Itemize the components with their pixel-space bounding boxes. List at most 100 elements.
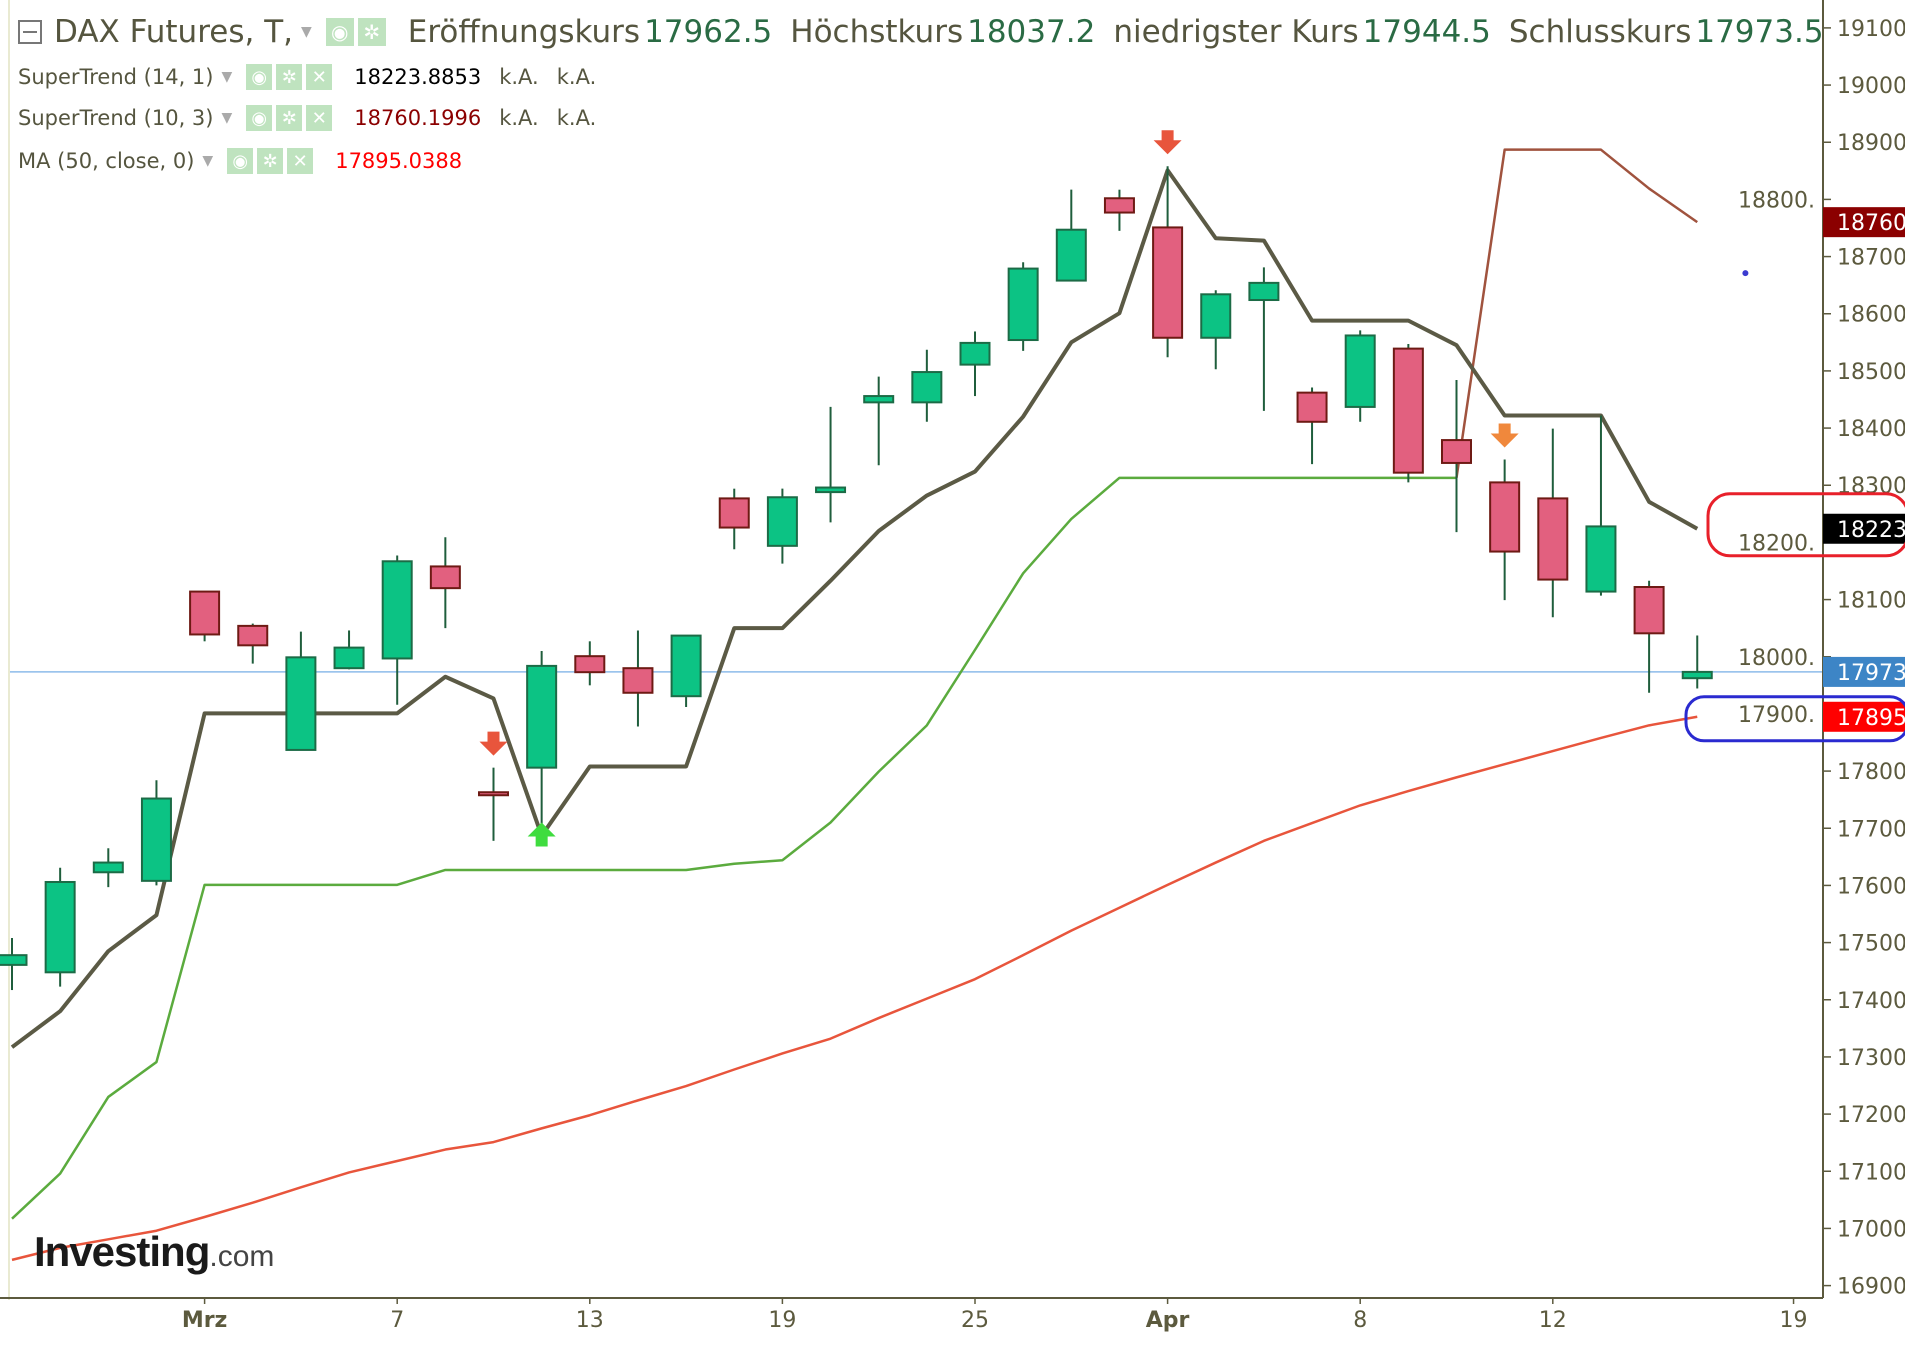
- indicator-name: SuperTrend (10, 3): [18, 106, 214, 130]
- candle: [766, 488, 798, 564]
- indicator-row-supertrend-14-1: SuperTrend (14, 1) ▼ ◉ ✲ ✕ 18223.8853 k.…: [18, 64, 596, 90]
- gear-icon[interactable]: ✲: [276, 64, 303, 90]
- eye-icon[interactable]: ◉: [325, 18, 354, 46]
- candle: [1103, 189, 1135, 231]
- eye-icon[interactable]: ◉: [227, 148, 254, 174]
- chevron-down-icon[interactable]: ▼: [202, 153, 214, 169]
- candle-body: [574, 655, 606, 674]
- candle: [911, 349, 943, 422]
- close-icon[interactable]: ✕: [306, 64, 333, 90]
- chevron-down-icon[interactable]: ▼: [301, 24, 312, 40]
- collapse-icon[interactable]: [18, 20, 42, 44]
- y-tick-label: 18500.: [1837, 360, 1905, 385]
- price-tag-label: 17895.: [1837, 706, 1905, 731]
- price-tag-label: 17973.: [1837, 661, 1905, 686]
- x-tick-label: 13: [576, 1308, 604, 1333]
- y-tick-label: 17800.: [1837, 760, 1905, 785]
- y-tick-label: 17400.: [1837, 989, 1905, 1014]
- candle-body: [1633, 586, 1665, 635]
- y-tick-label: 19100.: [1837, 17, 1905, 42]
- candle: [1007, 262, 1039, 351]
- x-tick-label: 19: [768, 1308, 796, 1333]
- x-tick-label: 12: [1539, 1308, 1567, 1333]
- candle: [44, 867, 76, 987]
- y-tick-label: 18800.: [1738, 188, 1815, 213]
- y-tick-label: 17300.: [1837, 1046, 1905, 1071]
- candle-body: [1392, 347, 1424, 474]
- candle-body: [1200, 293, 1232, 339]
- candle: [815, 406, 847, 523]
- gear-icon[interactable]: ✲: [257, 148, 284, 174]
- candle: [1344, 330, 1376, 422]
- sell-signal-arrow-icon: [1153, 130, 1182, 155]
- chart-header: DAX Futures, T, ▼ ◉ ✲ Eröffnungskurs 1796…: [18, 14, 1824, 50]
- candle: [622, 630, 654, 727]
- candle: [1200, 290, 1232, 370]
- candle: [1441, 380, 1472, 533]
- x-tick-label: 8: [1353, 1308, 1367, 1333]
- candle-body: [285, 656, 317, 751]
- candle-body: [1103, 197, 1135, 214]
- candle: [959, 331, 991, 397]
- candle-body: [92, 861, 124, 874]
- close-icon[interactable]: ✕: [306, 105, 333, 131]
- y-tick-label: 18100.: [1837, 589, 1905, 614]
- candle-body: [237, 624, 269, 647]
- logo-suffix: .com: [209, 1240, 275, 1273]
- candle: [0, 938, 28, 991]
- candle: [92, 848, 124, 888]
- gear-icon[interactable]: ✲: [357, 18, 386, 46]
- indicator-value: 17895.0388: [335, 149, 463, 173]
- instrument-title: DAX Futures, T,: [54, 14, 293, 50]
- candle-body: [1152, 226, 1184, 339]
- supertrend-14-1-line: [10, 168, 1699, 1049]
- supertrend-10-3-up-line: [11, 476, 1457, 1220]
- high-value: 18037.2: [967, 14, 1096, 50]
- candle-body: [815, 486, 847, 494]
- candle: [718, 488, 750, 550]
- candle-body: [429, 565, 461, 590]
- x-tick-label: 7: [390, 1308, 404, 1333]
- ma-50-line: [11, 715, 1698, 1262]
- candle: [526, 651, 558, 839]
- eye-icon[interactable]: ◉: [246, 105, 273, 131]
- candle: [1585, 415, 1617, 596]
- buy-signal-arrow-icon: [527, 822, 556, 847]
- candle-body: [140, 797, 172, 882]
- supertrend-10-3-down-line: [1455, 148, 1698, 478]
- eye-icon[interactable]: ◉: [246, 64, 273, 90]
- indicator-value: 18223.8853: [354, 65, 482, 89]
- price-tag-bg: [1823, 701, 1905, 732]
- candle-body: [1007, 267, 1039, 342]
- indicator-extra: k.A.: [499, 106, 539, 130]
- chevron-down-icon[interactable]: ▼: [221, 69, 233, 85]
- investing-logo: Investing.com: [34, 1228, 274, 1276]
- x-tick-label: Apr: [1146, 1308, 1190, 1333]
- price-tag-label: 18223.: [1837, 518, 1905, 543]
- price-tag: 17973.: [1823, 656, 1905, 687]
- open-label: Eröffnungskurs: [407, 14, 641, 50]
- price-tag: 17895.: [1823, 701, 1905, 732]
- candle: [1392, 344, 1424, 483]
- candle: [1055, 189, 1087, 282]
- candle-body: [44, 880, 76, 974]
- candle: [574, 641, 606, 686]
- y-tick-label: 17000.: [1837, 1217, 1905, 1242]
- gear-icon[interactable]: ✲: [276, 105, 303, 131]
- candle: [285, 631, 317, 751]
- y-tick-label: 18000.: [1738, 646, 1815, 671]
- candle: [333, 630, 365, 670]
- candle-body: [478, 791, 509, 797]
- chevron-down-icon[interactable]: ▼: [221, 110, 233, 126]
- y-tick-label: 17600.: [1837, 874, 1905, 899]
- close-label: Schlusskurs: [1508, 14, 1692, 50]
- indicator-value: 18760.1996: [354, 106, 482, 130]
- price-tag-label: 18760.: [1837, 211, 1905, 236]
- y-tick-label: 16900.: [1837, 1275, 1905, 1300]
- candle: [140, 780, 172, 886]
- candle-body: [0, 954, 28, 966]
- candle-body: [766, 496, 798, 547]
- close-icon[interactable]: ✕: [287, 148, 314, 174]
- left-edge: [8, 0, 10, 1300]
